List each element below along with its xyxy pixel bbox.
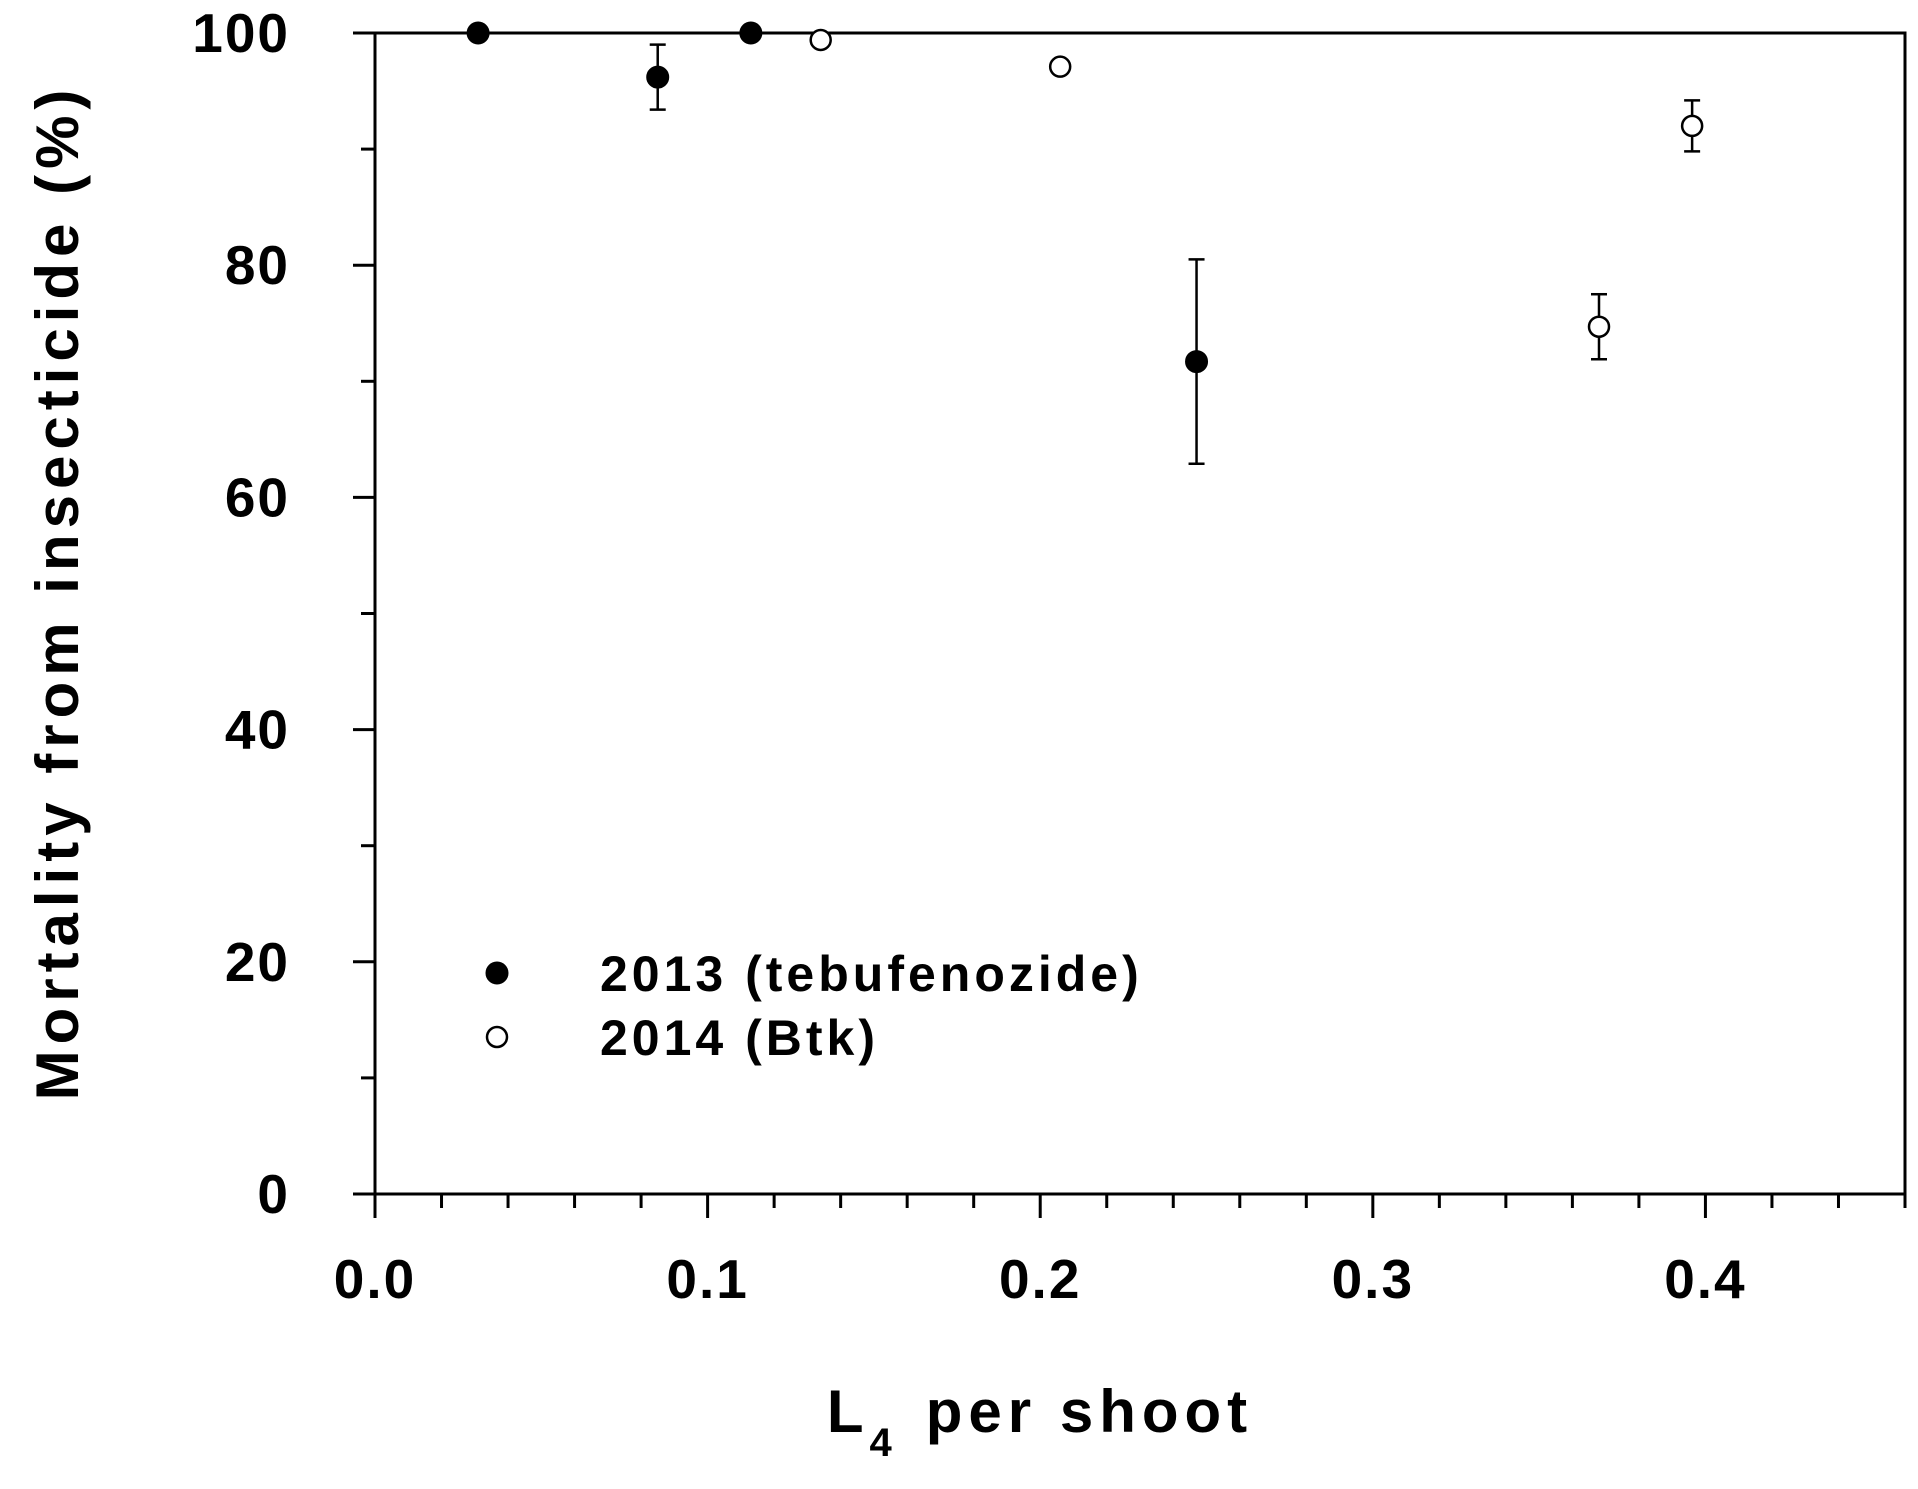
x-axis-title-subscript: 4 (870, 1421, 898, 1465)
x-axis-title-main: L (827, 1378, 870, 1445)
legend: 2013 (tebufenozide) 2014 (Btk) (485, 946, 1143, 1066)
plot-frame (353, 31, 1907, 1196)
x-tick-label: 0.4 (1664, 1248, 1746, 1310)
legend-marker (485, 961, 509, 985)
y-axis-title: Mortality from insecticide (%) (24, 84, 91, 1101)
legend-label: 2014 (Btk) (600, 1010, 879, 1066)
data-marks (466, 21, 1704, 465)
y-tick-label: 100 (192, 2, 290, 64)
data-point-2014 (1048, 55, 1072, 78)
x-tick-label: 0.2 (999, 1248, 1081, 1310)
x-tick-label: 0.3 (1332, 1248, 1414, 1310)
data-point-2014 (1680, 114, 1704, 138)
y-tick-label: 60 (225, 466, 290, 528)
data-point-2013 (1185, 350, 1209, 374)
x-axis-title: L4 per shoot (827, 1378, 1253, 1465)
y-tick-label: 80 (225, 234, 290, 296)
y-tick-label: 40 (225, 699, 290, 761)
x-axis-tick-labels: 0.0 0.1 0.2 0.3 0.4 (334, 1248, 1746, 1310)
x-tick-label: 0.0 (334, 1248, 416, 1310)
legend-label: 2013 (tebufenozide) (600, 946, 1143, 1002)
legend-marker (485, 1025, 509, 1049)
y-axis-ticks (353, 31, 375, 1196)
y-tick-label: 20 (225, 931, 290, 993)
data-point-2014 (1587, 315, 1611, 338)
x-axis-title-rest: per shoot (926, 1378, 1253, 1445)
data-point-2014 (809, 28, 832, 52)
data-point-2013 (466, 21, 490, 45)
x-axis-ticks (373, 1194, 1907, 1218)
data-point-2013 (646, 65, 670, 89)
data-point-2013 (739, 21, 763, 45)
y-axis-tick-labels: 0 20 40 60 80 100 (192, 2, 290, 1225)
y-tick-label: 0 (257, 1163, 290, 1225)
x-tick-label: 0.1 (666, 1248, 748, 1310)
